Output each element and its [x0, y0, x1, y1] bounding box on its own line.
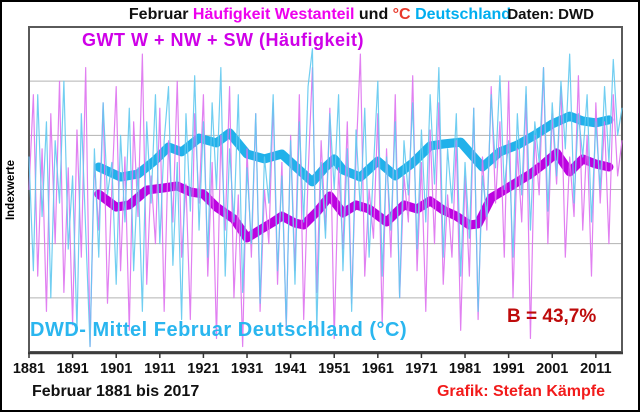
x-tick-label: 1981 — [449, 361, 481, 377]
title-part: Februar — [128, 6, 193, 23]
determination-badge: B = 43,7% — [507, 306, 597, 327]
x-tick-label: 1931 — [231, 361, 263, 377]
title-part: und — [358, 6, 393, 23]
title-part: °C — [392, 6, 416, 23]
data-source-label: Daten: DWD — [507, 6, 594, 23]
temperature-series-label: DWD- Mittel Februar Deutschland (°C) — [30, 319, 408, 341]
y-axis-label: Indexwerte — [5, 159, 17, 221]
x-tick-label: 1971 — [405, 361, 437, 377]
x-tick-label: 2011 — [580, 361, 611, 377]
title-part: Häufigkeit Westanteil — [192, 6, 359, 23]
frequency-series-label: GWT W + NW + SW (Häufigkeit) — [82, 30, 364, 50]
raw-series-line — [28, 48, 623, 348]
title-part: Deutschland — [415, 6, 512, 23]
x-tick-label: 1961 — [362, 361, 394, 377]
x-tick-label: 1901 — [100, 361, 132, 377]
x-tick-label: 1891 — [56, 361, 88, 377]
x-tick-label: 1941 — [274, 361, 306, 377]
x-tick-label: 2001 — [536, 361, 568, 377]
chart-title: Februar Häufigkeit Westanteil und °C Deu… — [2, 4, 638, 26]
footer-period-label: Februar 1881 bis 2017 — [32, 383, 200, 400]
x-tick-label: 1881 — [13, 361, 45, 377]
x-tick-label: 1921 — [187, 361, 219, 377]
x-tick-label: 1951 — [318, 361, 350, 377]
x-tick-label: 1911 — [144, 361, 175, 377]
x-tick-label: 1991 — [492, 361, 524, 377]
smoothed-series-line — [94, 148, 614, 243]
footer-credit-label: Grafik: Stefan Kämpfe — [436, 383, 605, 400]
